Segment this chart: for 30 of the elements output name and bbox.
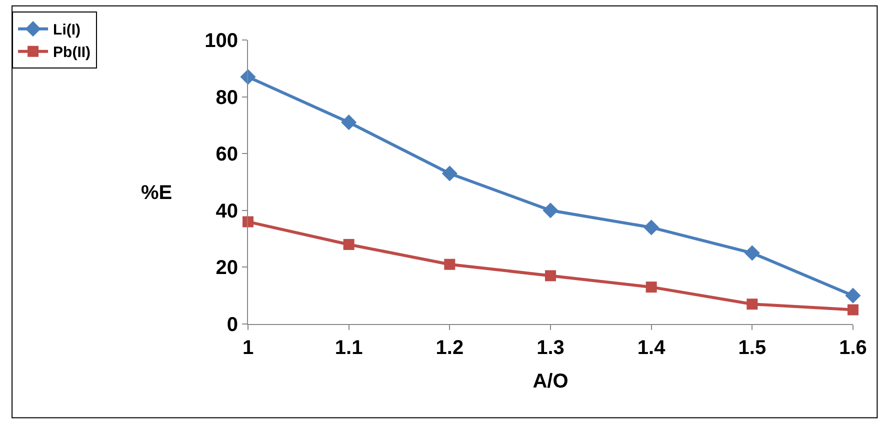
x-axis-title: A/O bbox=[532, 370, 568, 392]
y-tick-label: 80 bbox=[216, 86, 238, 109]
point bbox=[845, 288, 861, 304]
point bbox=[848, 304, 858, 316]
y-tick-label: 60 bbox=[216, 144, 238, 166]
y-tick-label: 20 bbox=[216, 257, 238, 280]
x-tick-label: 1.4 bbox=[637, 337, 666, 359]
x-tick-label: 1.3 bbox=[536, 337, 564, 359]
y-tick-label: 100 bbox=[204, 30, 238, 52]
point bbox=[542, 202, 558, 218]
point bbox=[746, 298, 758, 310]
x-tick-label: 1.1 bbox=[334, 337, 363, 359]
x-tick-label: 1.6 bbox=[839, 337, 867, 359]
point bbox=[444, 258, 456, 270]
point bbox=[646, 282, 657, 293]
legend-label: Pb(II) bbox=[53, 44, 91, 62]
x-tick-label: 1.5 bbox=[738, 337, 766, 359]
y-axis-title: %E bbox=[141, 182, 172, 204]
point bbox=[242, 216, 254, 228]
y-tick-label: 0 bbox=[226, 314, 238, 336]
point bbox=[545, 270, 556, 282]
point bbox=[341, 114, 357, 130]
point bbox=[343, 238, 354, 250]
x-tick-label: 1 bbox=[242, 337, 254, 359]
y-tick-label: 40 bbox=[216, 200, 238, 222]
point bbox=[744, 245, 760, 261]
point bbox=[442, 166, 458, 182]
legend-label: Li(I) bbox=[53, 22, 81, 39]
point bbox=[644, 220, 660, 236]
x-tick-label: 1.2 bbox=[436, 337, 464, 359]
